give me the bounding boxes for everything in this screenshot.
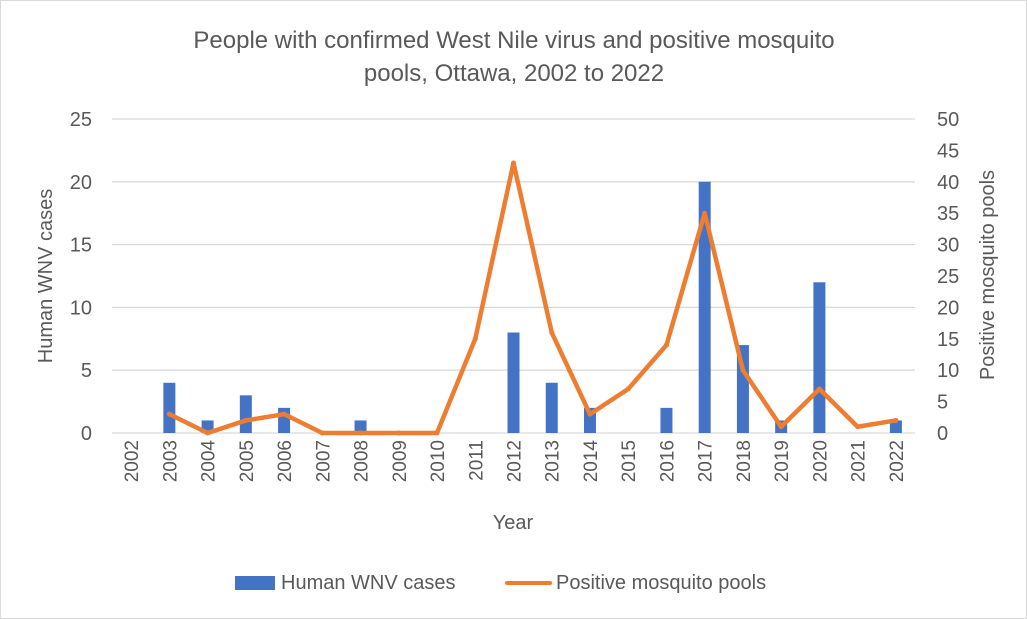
y-left-tick-label: 10 <box>70 297 92 319</box>
x-tick-label: 2021 <box>849 440 870 482</box>
x-axis-label: Year <box>493 512 534 534</box>
x-tick-label: 2012 <box>505 440 526 482</box>
bar-2013[interactable] <box>545 382 558 433</box>
legend-item-human-wnv-cases[interactable]: Human WNV cases <box>235 572 456 594</box>
legend-label-human-wnv-cases: Human WNV cases <box>281 572 456 594</box>
y-left-tick-label: 15 <box>70 235 92 257</box>
x-tick-label: 2005 <box>237 440 258 482</box>
bar-2020[interactable] <box>813 282 826 433</box>
line-series <box>166 160 899 436</box>
bar-2003[interactable] <box>163 382 176 433</box>
line-point-2003[interactable] <box>166 411 172 417</box>
x-tick-label: 2002 <box>122 440 143 482</box>
bar-2006[interactable] <box>278 407 291 433</box>
bar-2008[interactable] <box>354 420 367 433</box>
line-point-2008[interactable] <box>358 430 364 436</box>
line-point-2009[interactable] <box>396 430 402 436</box>
y-axis-right-label: Positive mosquito pools <box>977 170 999 380</box>
y-left-tick-label: 25 <box>70 109 92 131</box>
y-right-tick-label: 25 <box>937 266 959 288</box>
y-right-tick-label: 50 <box>937 109 959 131</box>
x-tick-label: 2019 <box>772 440 793 482</box>
bar-2017[interactable] <box>698 181 711 433</box>
x-tick-label: 2003 <box>160 440 181 482</box>
y-left-tick-label: 0 <box>81 423 92 445</box>
legend: Human WNV cases Positive mosquito pools <box>235 572 766 594</box>
y-left-tick-label: 20 <box>70 172 92 194</box>
y-right-tick-label: 0 <box>937 423 948 445</box>
line-point-2013[interactable] <box>549 330 555 336</box>
y-right-tick-label: 35 <box>937 203 959 225</box>
x-axis-ticks: 2002 2003 2004 2005 2006 2007 2008 2009 2010 2011… <box>122 440 908 483</box>
x-tick-label: 2013 <box>543 440 564 482</box>
x-tick-label: 2007 <box>313 440 334 482</box>
legend-item-positive-mosquito-pools[interactable]: Positive mosquito pools <box>505 572 766 594</box>
title-line-1: People with confirmed West Nile virus an… <box>193 27 834 54</box>
x-tick-label: 2010 <box>428 440 449 482</box>
line-point-2018[interactable] <box>740 367 746 373</box>
y-right-tick-label: 10 <box>937 360 959 382</box>
legend-label-positive-mosquito-pools: Positive mosquito pools <box>556 572 766 594</box>
line-point-2007[interactable] <box>319 430 325 436</box>
y-right-tick-label: 45 <box>937 140 959 162</box>
line-point-2017[interactable] <box>702 210 708 216</box>
y-left-tick-label: 5 <box>81 360 92 382</box>
line-point-2010[interactable] <box>434 430 440 436</box>
bar-2005[interactable] <box>239 395 252 433</box>
x-tick-label: 2016 <box>657 440 678 482</box>
line-point-2014[interactable] <box>587 411 593 417</box>
y-axis-left-label: Human WNV cases <box>35 189 57 364</box>
line-point-2006[interactable] <box>281 411 287 417</box>
x-tick-label: 2022 <box>887 440 908 482</box>
line-point-2011[interactable] <box>472 336 478 342</box>
x-tick-label: 2015 <box>619 440 640 482</box>
line-point-2021[interactable] <box>855 424 861 430</box>
x-tick-label: 2014 <box>581 440 602 483</box>
line-point-2005[interactable] <box>243 417 249 423</box>
y-right-tick-label: 40 <box>937 172 959 194</box>
y-right-tick-label: 15 <box>937 329 959 351</box>
legend-bar-swatch <box>235 576 275 590</box>
title-line-2: pools, Ottawa, 2002 to 2022 <box>364 60 664 87</box>
x-tick-label: 2009 <box>390 440 411 482</box>
line-point-2019[interactable] <box>778 424 784 430</box>
x-tick-label: 2011 <box>466 440 487 481</box>
line-point-2012[interactable] <box>511 160 516 166</box>
x-tick-label: 2017 <box>696 440 717 482</box>
line-point-2022[interactable] <box>893 417 899 423</box>
x-tick-label: 2004 <box>199 440 220 483</box>
line-path <box>167 160 899 436</box>
left-axis-ticks: 0 5 10 15 20 25 <box>70 109 92 445</box>
chart-title: People with confirmed West Nile virus an… <box>193 27 834 87</box>
line-point-2020[interactable] <box>816 386 822 392</box>
line-point-2004[interactable] <box>205 430 211 436</box>
x-tick-label: 2018 <box>734 440 755 482</box>
bar-2022[interactable] <box>889 420 902 433</box>
x-tick-label: 2020 <box>810 440 831 482</box>
x-tick-label: 2008 <box>352 440 373 482</box>
y-right-tick-label: 30 <box>937 235 959 257</box>
right-axis-ticks: 0 5 10 15 20 25 30 35 40 45 50 <box>937 109 959 445</box>
y-right-tick-label: 20 <box>937 297 959 319</box>
bar-2016[interactable] <box>660 407 673 433</box>
line-point-2016[interactable] <box>663 342 669 348</box>
bar-2012[interactable] <box>507 332 520 433</box>
x-tick-label: 2006 <box>275 440 296 482</box>
line-point-2015[interactable] <box>625 386 631 392</box>
y-right-tick-label: 5 <box>937 392 948 414</box>
